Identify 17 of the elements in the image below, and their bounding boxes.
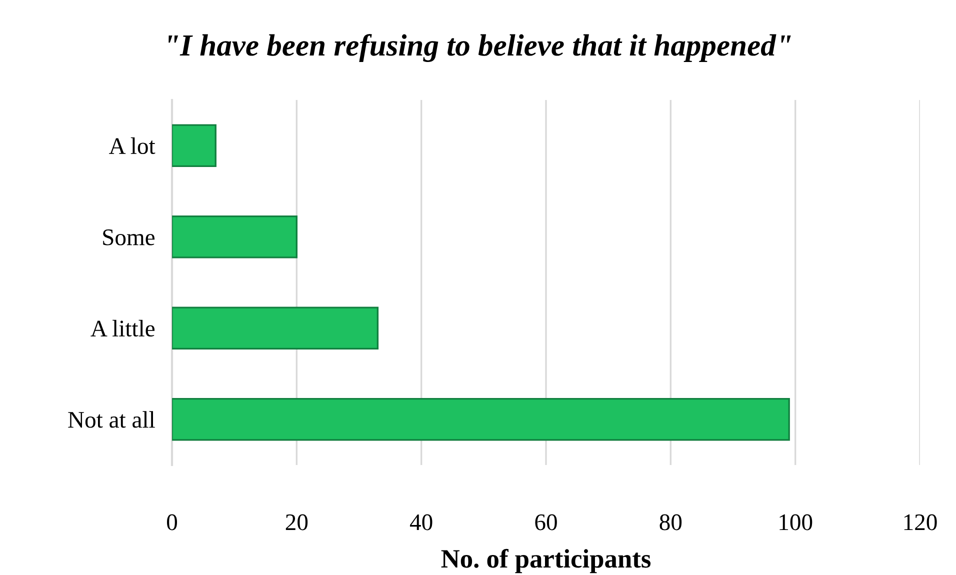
y-tick-label: A little — [90, 320, 155, 337]
bar — [172, 216, 298, 258]
x-tick-label: 60 — [535, 514, 557, 530]
x-axis-title: No. of participants — [441, 548, 651, 574]
bar — [172, 398, 790, 441]
chart-title: "I have been refusing to believe that it happened" — [168, 34, 791, 62]
bar — [172, 306, 379, 350]
x-tick-label: 100 — [780, 514, 812, 530]
y-tick-label: A lot — [108, 137, 156, 154]
bar — [172, 124, 216, 167]
x-tick-label: 120 — [904, 514, 937, 530]
x-tick-label: 40 — [410, 514, 432, 530]
x-tick-label: 80 — [660, 514, 682, 530]
y-tick-label: Some — [103, 229, 155, 246]
x-tick-label: 0 — [166, 514, 178, 530]
y-tick-label: Not at all — [68, 411, 155, 428]
x-tick-label: 20 — [286, 514, 308, 530]
